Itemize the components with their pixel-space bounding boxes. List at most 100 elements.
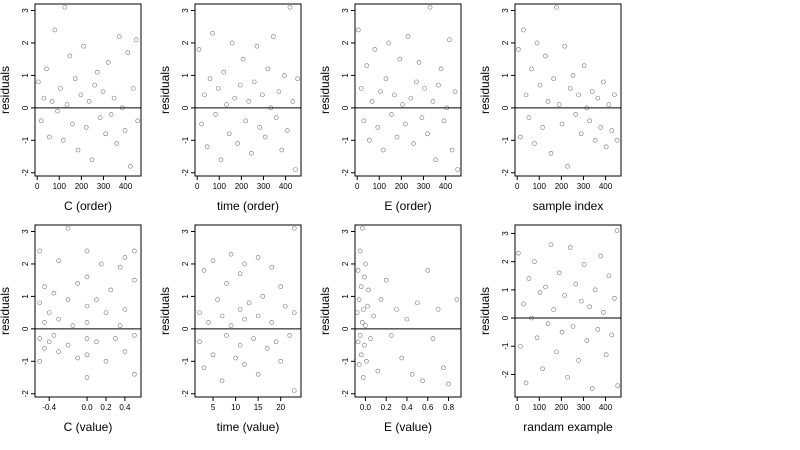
data-point-29 <box>269 264 274 270</box>
data-point-9 <box>358 352 364 358</box>
data-point-16 <box>237 271 243 276</box>
data-point-10 <box>60 138 66 143</box>
data-point-8 <box>215 86 221 91</box>
data-point-3 <box>355 268 361 273</box>
plot-frame <box>514 3 622 177</box>
data-point-7 <box>357 333 363 338</box>
x-tick-label: 0.4 <box>401 403 413 412</box>
data-point-9 <box>537 82 543 88</box>
data-point-34 <box>113 336 118 341</box>
data-point-8 <box>46 310 52 315</box>
data-point-29 <box>273 115 279 120</box>
data-point-29 <box>94 339 99 345</box>
y-tick-label: -1 <box>181 136 190 144</box>
data-point-8 <box>55 108 60 114</box>
data-point-24 <box>578 298 584 304</box>
data-point-16 <box>65 297 71 302</box>
data-point-11 <box>51 333 57 338</box>
x-tick-label: 100 <box>53 182 67 191</box>
x-tick-label: 0.2 <box>100 403 112 412</box>
data-point-20 <box>366 287 371 293</box>
x-tick-label: 400 <box>599 403 613 412</box>
data-point-27 <box>587 118 592 124</box>
data-point-21 <box>84 248 90 254</box>
data-point-34 <box>125 50 131 55</box>
data-point-17 <box>363 261 368 267</box>
x-axis-label: E (value) <box>384 420 432 434</box>
data-point-17 <box>78 92 84 98</box>
data-point-15 <box>394 134 400 140</box>
data-point-19 <box>83 125 89 130</box>
data-point-28 <box>271 34 276 39</box>
x-tick-label: 200 <box>555 403 569 412</box>
data-point-21 <box>251 79 257 85</box>
data-point-42 <box>132 333 137 338</box>
data-point-10 <box>359 320 365 325</box>
x-axis-label: sample index <box>533 199 604 213</box>
plot-frame <box>194 224 302 398</box>
data-point-13 <box>56 316 61 322</box>
x-tick-label: 0 <box>515 403 520 412</box>
plot-frame <box>354 3 462 177</box>
data-point-16 <box>237 82 243 88</box>
x-tick-label: 20 <box>276 403 285 412</box>
data-point-1 <box>516 250 521 256</box>
x-tick-label: 0.0 <box>81 403 93 412</box>
data-point-13 <box>548 150 554 156</box>
data-point-26 <box>584 105 590 111</box>
data-point-32 <box>601 79 606 85</box>
y-tick-label: 1 <box>501 73 510 78</box>
data-point-11 <box>383 76 389 81</box>
data-point-24 <box>578 131 584 137</box>
data-point-17 <box>237 307 243 312</box>
data-point-10 <box>221 69 227 75</box>
y-tick-label: 0 <box>501 315 510 320</box>
data-point-28 <box>399 355 405 361</box>
chart-panel-6: 5 10 15 20 -2 -1 0 1 2 3 time (value) residuals <box>158 224 302 434</box>
data-point-10 <box>540 366 545 372</box>
data-point-7 <box>532 141 537 146</box>
y-axis-label: residuals <box>478 287 492 335</box>
y-tick-label: 3 <box>21 229 30 234</box>
data-point-15 <box>233 355 238 361</box>
x-tick-label: 200 <box>395 182 409 191</box>
y-tick-label: -2 <box>181 169 190 177</box>
chart-panel-1: 0 100 200 300 400 -2 -1 0 1 2 3 C (order) residuals <box>0 3 142 213</box>
data-point-35 <box>609 332 615 338</box>
plot-frame <box>514 224 622 398</box>
data-point-29 <box>404 316 410 322</box>
data-point-4 <box>364 63 370 68</box>
data-point-27 <box>84 375 90 380</box>
y-tick-label: -1 <box>181 357 190 365</box>
data-point-14 <box>70 121 75 127</box>
data-point-21 <box>368 336 373 341</box>
data-point-14 <box>551 76 556 81</box>
y-axis-label: residuals <box>158 66 172 114</box>
x-tick-label: 300 <box>257 182 271 191</box>
y-tick-label: 2 <box>181 40 190 45</box>
data-point-23 <box>84 303 90 309</box>
data-point-11 <box>224 281 229 286</box>
data-point-3 <box>41 95 47 101</box>
data-point-21 <box>570 73 576 78</box>
data-point-4 <box>523 92 529 98</box>
data-point-6 <box>357 248 363 254</box>
data-point-26 <box>84 352 90 358</box>
data-point-4 <box>523 380 529 386</box>
x-tick-label: 10 <box>231 403 240 412</box>
chart-panel-5: -0.4 0.0 0.2 0.4 -2 -1 0 1 2 3 C (value) residuals <box>0 224 142 434</box>
data-point-19 <box>565 163 570 169</box>
x-axis-label: E (order) <box>384 199 431 213</box>
data-point-18 <box>237 342 243 348</box>
y-tick-label: -2 <box>341 390 350 398</box>
data-point-16 <box>363 323 368 328</box>
data-point-34 <box>606 273 612 279</box>
data-point-33 <box>122 128 128 133</box>
data-point-36 <box>130 86 136 91</box>
data-point-23 <box>94 69 100 75</box>
y-tick-label: 0 <box>21 105 30 110</box>
y-tick-label: 1 <box>181 294 190 299</box>
data-point-35 <box>128 163 133 169</box>
y-tick-label: 1 <box>21 73 30 78</box>
data-point-7 <box>213 112 218 117</box>
